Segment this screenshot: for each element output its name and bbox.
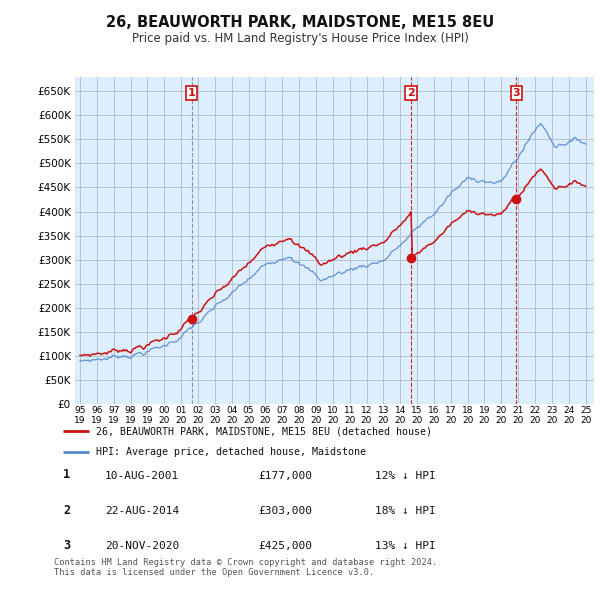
Text: 2: 2 — [63, 504, 70, 517]
Text: 13% ↓ HPI: 13% ↓ HPI — [375, 542, 436, 551]
Text: 26, BEAUWORTH PARK, MAIDSTONE, ME15 8EU (detached house): 26, BEAUWORTH PARK, MAIDSTONE, ME15 8EU … — [96, 427, 432, 436]
Text: 22-AUG-2014: 22-AUG-2014 — [105, 506, 179, 516]
Text: 1: 1 — [188, 88, 196, 98]
Text: 3: 3 — [512, 88, 520, 98]
Text: £177,000: £177,000 — [258, 471, 312, 480]
Text: 26, BEAUWORTH PARK, MAIDSTONE, ME15 8EU: 26, BEAUWORTH PARK, MAIDSTONE, ME15 8EU — [106, 15, 494, 30]
Text: HPI: Average price, detached house, Maidstone: HPI: Average price, detached house, Maid… — [96, 447, 366, 457]
Text: 1: 1 — [63, 468, 70, 481]
Text: 10-AUG-2001: 10-AUG-2001 — [105, 471, 179, 480]
Text: 18% ↓ HPI: 18% ↓ HPI — [375, 506, 436, 516]
Text: £303,000: £303,000 — [258, 506, 312, 516]
Text: £425,000: £425,000 — [258, 542, 312, 551]
Text: Contains HM Land Registry data © Crown copyright and database right 2024.
This d: Contains HM Land Registry data © Crown c… — [54, 558, 437, 577]
Text: 2: 2 — [407, 88, 415, 98]
Text: Price paid vs. HM Land Registry's House Price Index (HPI): Price paid vs. HM Land Registry's House … — [131, 32, 469, 45]
Text: 3: 3 — [63, 539, 70, 552]
Text: 20-NOV-2020: 20-NOV-2020 — [105, 542, 179, 551]
Text: 12% ↓ HPI: 12% ↓ HPI — [375, 471, 436, 480]
